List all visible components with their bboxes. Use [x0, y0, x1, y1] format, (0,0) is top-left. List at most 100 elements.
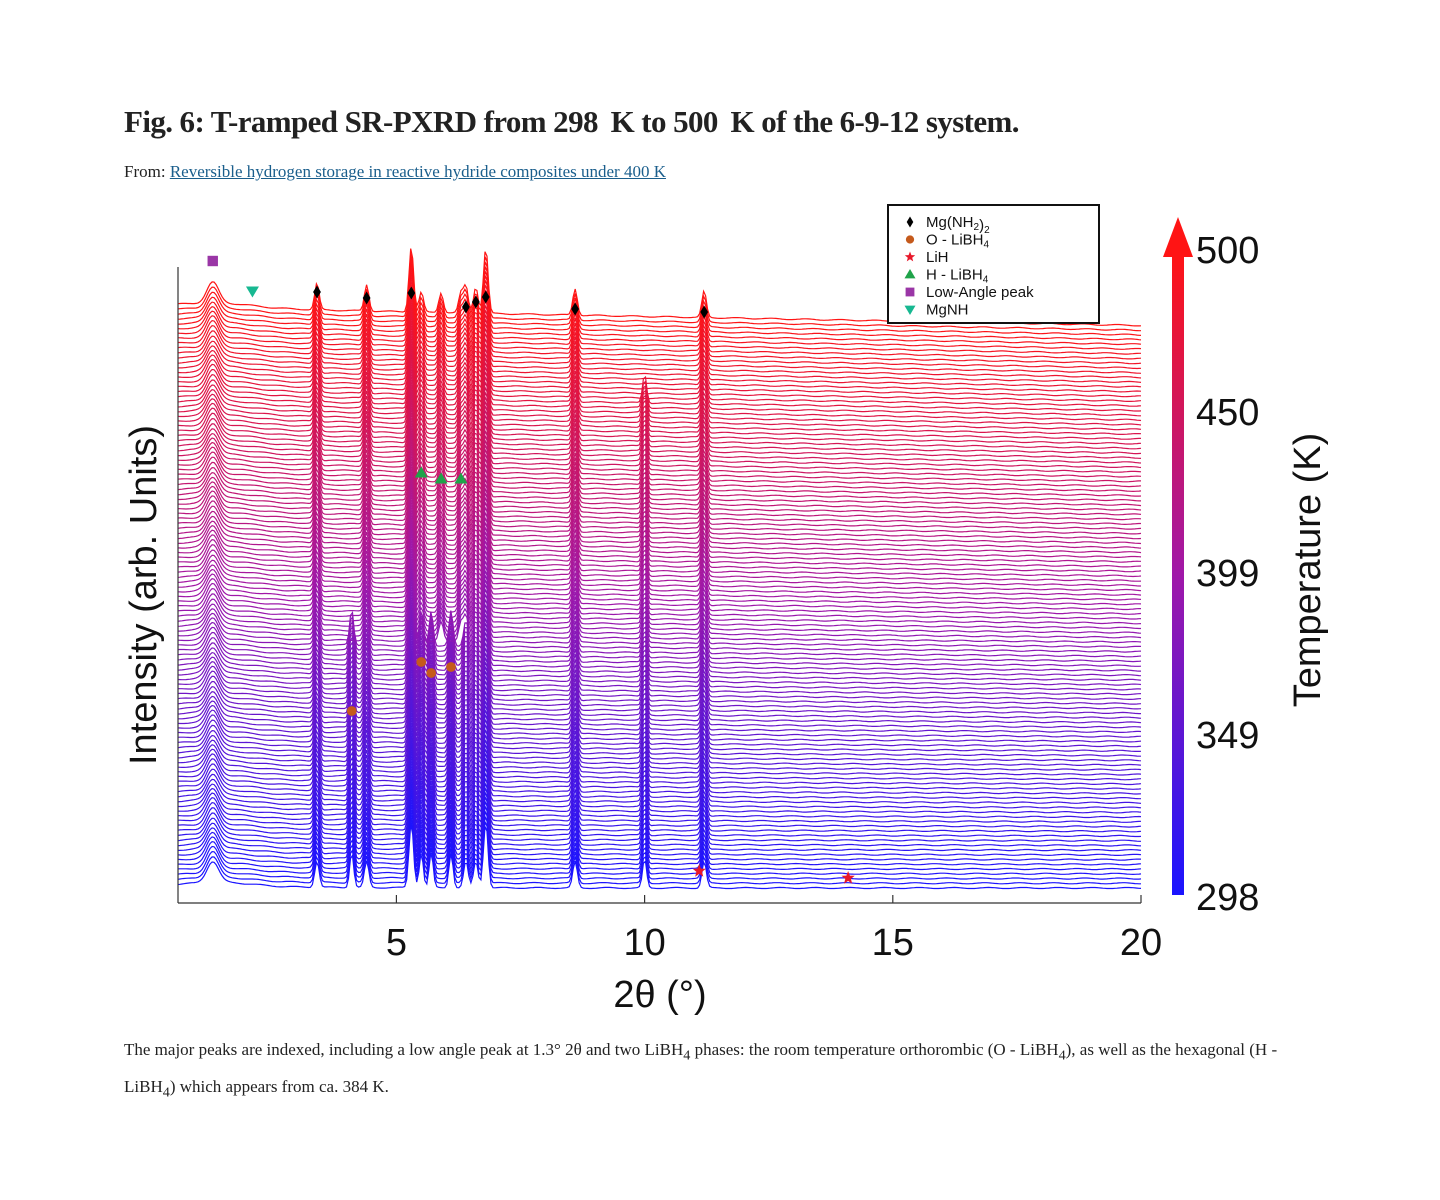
diffraction-trace: [178, 765, 1142, 833]
diffraction-trace: [178, 257, 1142, 336]
colorbar-tick-500: 500: [1196, 230, 1259, 272]
diffraction-trace: [178, 784, 1142, 852]
diffraction-trace: [178, 678, 1142, 748]
diffraction-trace: [178, 814, 1142, 880]
x-axis-label: 2θ (°): [613, 974, 706, 1016]
diffraction-trace: [178, 412, 1142, 488]
diffraction-trace: [178, 499, 1142, 573]
diffraction-trace: [178, 683, 1142, 752]
peak-marker-circle: [346, 706, 357, 716]
diffraction-trace: [178, 780, 1142, 847]
peak-marker-triangle-up: [414, 466, 428, 478]
diffraction-trace: [178, 266, 1142, 346]
diffraction-trace: [178, 532, 1142, 606]
diffraction-trace: [178, 450, 1141, 526]
diffraction-trace: [178, 755, 1142, 823]
diffraction-trace: [178, 325, 1142, 402]
peak-marker-star: [841, 871, 855, 884]
x-axis: 5 10 15 20: [177, 267, 1162, 964]
colorbar-tick-399: 399: [1196, 553, 1259, 595]
diffraction-trace: [178, 553, 1142, 625]
diffraction-trace: [178, 335, 1142, 412]
diffraction-trace: [178, 310, 1142, 388]
diffraction-trace: [178, 760, 1142, 828]
diffraction-trace: [178, 286, 1142, 365]
diffraction-trace: [178, 794, 1141, 861]
peak-marker-triangle-up: [454, 472, 468, 484]
colorbar-tick-298: 298: [1196, 877, 1259, 919]
diffraction-trace: [178, 722, 1142, 790]
diffraction-trace: [178, 819, 1141, 885]
diffraction-trace: [178, 619, 1142, 691]
legend-marker-triangle-up: [904, 269, 916, 279]
diffraction-trace: [178, 799, 1142, 866]
diffraction-trace: [178, 741, 1142, 809]
diffraction-trace: [178, 717, 1142, 786]
source-article-link[interactable]: Reversible hydrogen storage in reactive …: [169, 162, 666, 181]
diffraction-trace: [178, 528, 1142, 601]
y-axis-label: Intensity (arb. Units): [123, 425, 165, 765]
colorbar-tick-349: 349: [1196, 715, 1259, 757]
diffraction-trace: [178, 548, 1142, 620]
peak-marker-triangle-up: [434, 472, 448, 484]
diffraction-trace: [178, 417, 1142, 493]
diffraction-trace: [178, 330, 1142, 407]
diffraction-trace: [178, 494, 1142, 568]
peak-marker-diamond: [362, 291, 371, 305]
diffraction-trace: [178, 388, 1142, 464]
diffraction-trace: [178, 693, 1142, 762]
x-tick-label: 15: [872, 922, 914, 964]
diffraction-trace: [178, 368, 1142, 445]
diffraction-trace: [178, 296, 1142, 374]
diffraction-trace: [178, 514, 1141, 587]
diffraction-trace: [178, 610, 1142, 681]
legend-marker-circle: [905, 235, 915, 244]
diffraction-trace: [178, 427, 1141, 502]
diffraction-trace: [178, 615, 1142, 686]
diffraction-trace: [178, 441, 1142, 516]
x-tick-label: 20: [1120, 922, 1162, 964]
diffraction-trace: [178, 422, 1142, 497]
diffraction-trace: [178, 480, 1142, 554]
legend-marker-star: [904, 251, 916, 262]
diffraction-traces: [178, 248, 1142, 890]
colorbar-arrow-icon: [1163, 217, 1193, 257]
diffraction-trace: [178, 397, 1142, 473]
diffraction-trace: [178, 745, 1142, 814]
legend-label: H - LiBH4: [926, 267, 989, 286]
diffraction-trace: [178, 466, 1142, 540]
peak-markers: [207, 255, 855, 884]
diffraction-trace: [178, 354, 1142, 431]
source-line: From: Reversible hydrogen storage in rea…: [124, 162, 666, 182]
diffraction-trace: [178, 320, 1141, 398]
peak-marker-square: [207, 255, 218, 267]
legend-box: [887, 204, 1100, 324]
diffraction-trace: [178, 732, 1141, 800]
diffraction-trace: [178, 591, 1142, 663]
caption-text-1: The major peaks are indexed, including a…: [124, 1040, 684, 1059]
diffraction-trace: [178, 707, 1142, 776]
diffraction-trace: [178, 645, 1141, 715]
diffraction-trace: [178, 276, 1141, 355]
diffraction-trace: [178, 668, 1142, 738]
diffraction-trace: [178, 630, 1142, 700]
diffraction-trace: [178, 504, 1142, 578]
caption-sub-2: 4: [1058, 1047, 1066, 1064]
diffraction-trace: [178, 712, 1142, 781]
legend-marker-square: [905, 287, 915, 297]
diffraction-trace: [178, 383, 1142, 459]
diffraction-trace: [178, 635, 1142, 705]
pxrd-waterfall-chart: 5 10 15 20 2θ (°) Intensity (arb. Units) 50…: [123, 204, 1329, 1016]
diffraction-trace: [178, 823, 1142, 890]
diffraction-trace: [178, 562, 1142, 634]
legend-label: LiH: [926, 249, 949, 266]
diffraction-trace: [178, 727, 1142, 795]
diffraction-trace: [178, 542, 1142, 615]
diffraction-trace: [178, 262, 1142, 341]
peak-marker-circle: [426, 668, 437, 678]
diffraction-trace: [178, 271, 1142, 350]
peak-marker-diamond: [313, 285, 321, 299]
diffraction-trace: [178, 461, 1142, 535]
diffraction-trace: [178, 697, 1142, 767]
